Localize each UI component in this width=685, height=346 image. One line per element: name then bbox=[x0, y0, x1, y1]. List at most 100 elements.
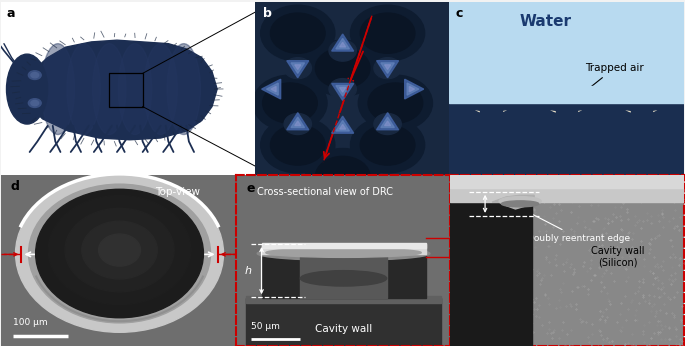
Ellipse shape bbox=[300, 271, 386, 286]
Ellipse shape bbox=[48, 195, 191, 305]
Ellipse shape bbox=[92, 44, 126, 135]
Ellipse shape bbox=[65, 208, 174, 292]
Ellipse shape bbox=[499, 197, 541, 206]
Ellipse shape bbox=[67, 44, 100, 135]
Polygon shape bbox=[295, 65, 301, 70]
Polygon shape bbox=[409, 86, 414, 92]
Ellipse shape bbox=[266, 248, 421, 257]
Polygon shape bbox=[291, 63, 305, 73]
Polygon shape bbox=[340, 88, 346, 92]
Text: a: a bbox=[7, 7, 15, 20]
Bar bbox=[556, 103, 577, 142]
Bar bbox=[300, 253, 386, 298]
Circle shape bbox=[28, 99, 41, 108]
Text: h: h bbox=[245, 266, 251, 276]
Bar bbox=[450, 189, 684, 202]
Polygon shape bbox=[377, 61, 399, 78]
Ellipse shape bbox=[144, 44, 177, 135]
Text: 100 μm: 100 μm bbox=[13, 318, 48, 327]
Bar bbox=[480, 103, 501, 142]
Ellipse shape bbox=[533, 88, 599, 111]
Text: Trapped air: Trapped air bbox=[569, 63, 644, 105]
Polygon shape bbox=[19, 40, 217, 140]
Ellipse shape bbox=[271, 125, 325, 165]
Bar bbox=[247, 296, 440, 303]
Ellipse shape bbox=[253, 75, 327, 131]
Bar bbox=[300, 255, 386, 298]
Bar bbox=[262, 244, 425, 254]
Ellipse shape bbox=[99, 234, 140, 266]
Ellipse shape bbox=[458, 88, 524, 111]
Ellipse shape bbox=[471, 93, 510, 113]
Ellipse shape bbox=[315, 48, 370, 88]
Text: Top-view: Top-view bbox=[155, 187, 200, 197]
Text: b: b bbox=[262, 7, 271, 20]
Ellipse shape bbox=[351, 5, 425, 61]
Ellipse shape bbox=[374, 113, 401, 135]
Polygon shape bbox=[501, 175, 684, 346]
Polygon shape bbox=[291, 117, 305, 128]
Text: Cavity wall: Cavity wall bbox=[315, 324, 372, 334]
Text: D: D bbox=[114, 235, 125, 248]
Ellipse shape bbox=[360, 13, 415, 53]
Polygon shape bbox=[384, 121, 390, 126]
Polygon shape bbox=[340, 125, 346, 129]
Ellipse shape bbox=[501, 201, 539, 207]
Polygon shape bbox=[377, 113, 399, 130]
Polygon shape bbox=[381, 63, 395, 73]
Ellipse shape bbox=[29, 184, 210, 323]
Polygon shape bbox=[295, 121, 301, 126]
Text: 5 μm: 5 μm bbox=[462, 320, 485, 329]
Text: Cavity wall
(Silicon): Cavity wall (Silicon) bbox=[591, 246, 645, 268]
Bar bbox=[450, 175, 684, 189]
Ellipse shape bbox=[261, 117, 335, 173]
Ellipse shape bbox=[315, 156, 370, 197]
Text: f: f bbox=[457, 180, 462, 193]
Ellipse shape bbox=[329, 40, 356, 61]
Text: Doubly reentrant edge: Doubly reentrant edge bbox=[519, 207, 630, 243]
Ellipse shape bbox=[622, 93, 661, 113]
Text: c: c bbox=[456, 7, 463, 20]
Polygon shape bbox=[332, 34, 353, 51]
Ellipse shape bbox=[360, 125, 415, 165]
Ellipse shape bbox=[262, 83, 317, 123]
Ellipse shape bbox=[261, 5, 335, 61]
Polygon shape bbox=[405, 79, 424, 99]
Ellipse shape bbox=[368, 83, 423, 123]
Polygon shape bbox=[407, 83, 419, 95]
Polygon shape bbox=[332, 83, 353, 100]
Bar bbox=[449, 103, 684, 176]
Bar bbox=[247, 298, 440, 346]
Polygon shape bbox=[340, 42, 346, 47]
Text: Silica: Silica bbox=[566, 180, 595, 190]
Polygon shape bbox=[271, 86, 276, 92]
Polygon shape bbox=[384, 65, 390, 70]
Ellipse shape bbox=[258, 247, 430, 261]
Ellipse shape bbox=[329, 113, 356, 135]
Ellipse shape bbox=[374, 58, 401, 79]
Polygon shape bbox=[336, 85, 349, 96]
Ellipse shape bbox=[167, 44, 201, 135]
Text: Cavity: Cavity bbox=[459, 298, 493, 308]
Circle shape bbox=[28, 71, 41, 80]
Ellipse shape bbox=[119, 44, 151, 135]
Ellipse shape bbox=[547, 93, 586, 113]
Circle shape bbox=[31, 73, 38, 78]
Ellipse shape bbox=[82, 221, 158, 279]
Bar bbox=[262, 243, 425, 247]
Ellipse shape bbox=[7, 54, 47, 124]
Ellipse shape bbox=[351, 117, 425, 173]
Polygon shape bbox=[450, 175, 532, 346]
Ellipse shape bbox=[329, 79, 356, 100]
Polygon shape bbox=[287, 113, 309, 130]
Bar bbox=[449, 85, 684, 103]
Ellipse shape bbox=[284, 113, 312, 135]
Text: d: d bbox=[11, 180, 20, 193]
Circle shape bbox=[31, 100, 38, 106]
Ellipse shape bbox=[41, 44, 75, 135]
Polygon shape bbox=[381, 117, 395, 128]
Bar bbox=[110, 73, 142, 107]
Ellipse shape bbox=[358, 75, 432, 131]
Polygon shape bbox=[262, 79, 281, 99]
Ellipse shape bbox=[608, 88, 674, 111]
